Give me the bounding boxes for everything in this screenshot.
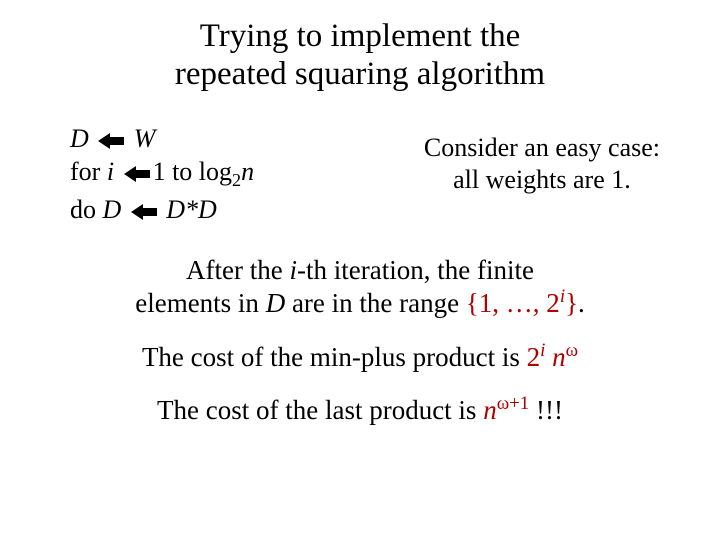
algo-do-kw: do	[70, 195, 96, 224]
algo-line-1: D W	[70, 122, 254, 155]
algo-line-3: do D D*D	[70, 193, 254, 226]
p1-pre: After the	[186, 255, 289, 285]
left-arrow-icon	[124, 166, 150, 182]
p1-mid: -th iteration, the finite	[297, 255, 534, 285]
algo-to-kw: to	[172, 157, 192, 186]
title-line-2: repeated squaring algorithm	[175, 56, 545, 92]
algo-for-kw: for	[70, 157, 100, 186]
algo-from: 1	[153, 157, 166, 186]
cost2-exp: ω+1	[497, 393, 530, 414]
slide: Trying to implement the repeated squarin…	[0, 0, 720, 540]
min-plus-cost-paragraph: The cost of the min-plus product is 2i n…	[40, 340, 680, 373]
algorithm-block: D W for i 1 to log2n do D D*D	[70, 122, 254, 226]
cost1-exp2: ω	[566, 340, 578, 361]
p3-excl: !!!	[529, 395, 563, 425]
algo-l1-rhs: W	[134, 124, 156, 153]
p1-D: D	[266, 288, 286, 318]
note-line-1: Consider an easy case:	[424, 133, 660, 162]
cost1-base1: 2	[527, 342, 541, 372]
title-line-1: Trying to implement the	[200, 18, 521, 54]
algo-l3-rhs: D*D	[166, 195, 217, 224]
note-line-2: all weights are 1.	[453, 165, 631, 194]
set-open: {1, …, 2	[466, 288, 560, 318]
left-arrow-icon	[131, 204, 157, 220]
min-plus-cost: 2i nω	[527, 342, 578, 372]
algo-log: log	[199, 157, 232, 186]
last-product-cost-paragraph: The cost of the last product is nω+1 !!!	[40, 393, 680, 426]
algo-l3-lhs: D	[103, 195, 122, 224]
algo-loop-var: i	[107, 157, 114, 186]
cost2-base: n	[483, 395, 497, 425]
left-arrow-icon	[98, 133, 124, 149]
iteration-paragraph: After the i-th iteration, the finite ele…	[40, 254, 680, 320]
two-column-row: D W for i 1 to log2n do D D*D Consider a…	[30, 122, 690, 226]
p3-text: The cost of the last product is	[157, 395, 483, 425]
p2-text: The cost of the min-plus product is	[142, 342, 527, 372]
p1-l2b: are in the range	[285, 288, 466, 318]
last-cost: nω+1	[483, 395, 529, 425]
p1-i: i	[290, 255, 298, 285]
algo-line-2: for i 1 to log2n	[70, 155, 254, 192]
p1-period: .	[578, 288, 585, 318]
algo-l1-lhs: D	[70, 124, 89, 153]
p1-l2a: elements in	[135, 288, 265, 318]
algo-log-sub: 2	[232, 170, 241, 190]
set-close: }	[565, 288, 578, 318]
algo-log-arg: n	[241, 157, 254, 186]
range-set: {1, …, 2i}	[466, 288, 578, 318]
cost1-base2: n	[552, 342, 566, 372]
slide-title: Trying to implement the repeated squarin…	[30, 18, 690, 94]
easy-case-note: Consider an easy case: all weights are 1…	[424, 132, 660, 197]
